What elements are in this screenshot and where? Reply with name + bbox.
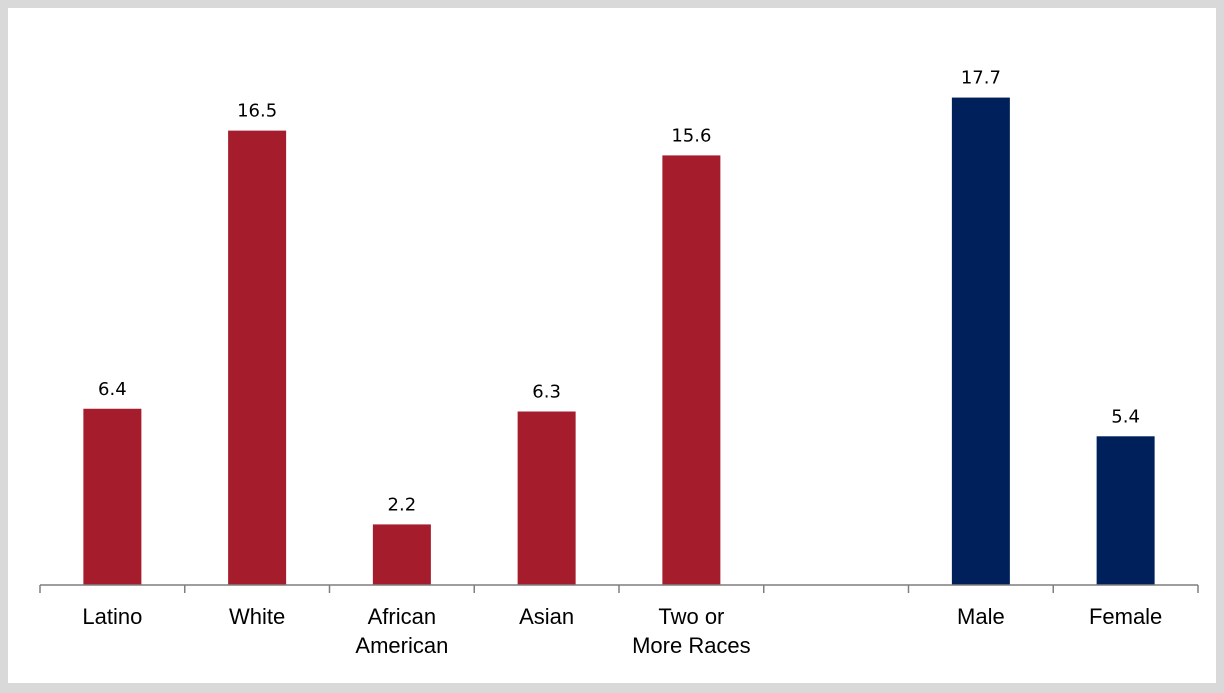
bar: [662, 155, 721, 585]
x-axis-ticks-group: [39, 585, 1199, 593]
bar: [1096, 436, 1155, 585]
category-label: White: [229, 604, 285, 629]
bar: [83, 408, 142, 585]
category-label: Two or: [658, 604, 724, 629]
data-label: 6.3: [532, 382, 561, 403]
data-label: 5.4: [1111, 406, 1140, 427]
bar: [517, 411, 576, 585]
category-label: Male: [957, 604, 1005, 629]
bar: [228, 130, 287, 585]
category-label: African: [368, 604, 436, 629]
category-label: Female: [1089, 604, 1162, 629]
category-label: Latino: [82, 604, 142, 629]
category-label: American: [355, 633, 448, 658]
bar: [372, 524, 431, 585]
category-labels-group: Latino White African American Asian Two or Mor…: [82, 604, 1162, 658]
bars-group: [83, 97, 1155, 586]
category-label: More Races: [632, 633, 751, 658]
category-label: Asian: [519, 604, 574, 629]
data-label: 15.6: [671, 125, 711, 146]
data-label: 2.2: [388, 494, 417, 515]
data-label: 17.7: [961, 68, 1001, 89]
bar: [951, 97, 1010, 586]
data-label: 6.4: [98, 379, 127, 400]
chart-frame: [8, 8, 1216, 683]
data-label: 16.5: [237, 101, 277, 122]
data-labels-group: 6.4 16.5 2.2 6.3 15.6 17.7 5.4: [98, 68, 1140, 516]
